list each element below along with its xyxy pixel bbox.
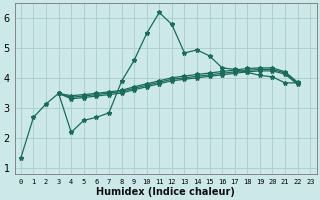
X-axis label: Humidex (Indice chaleur): Humidex (Indice chaleur) xyxy=(96,187,235,197)
